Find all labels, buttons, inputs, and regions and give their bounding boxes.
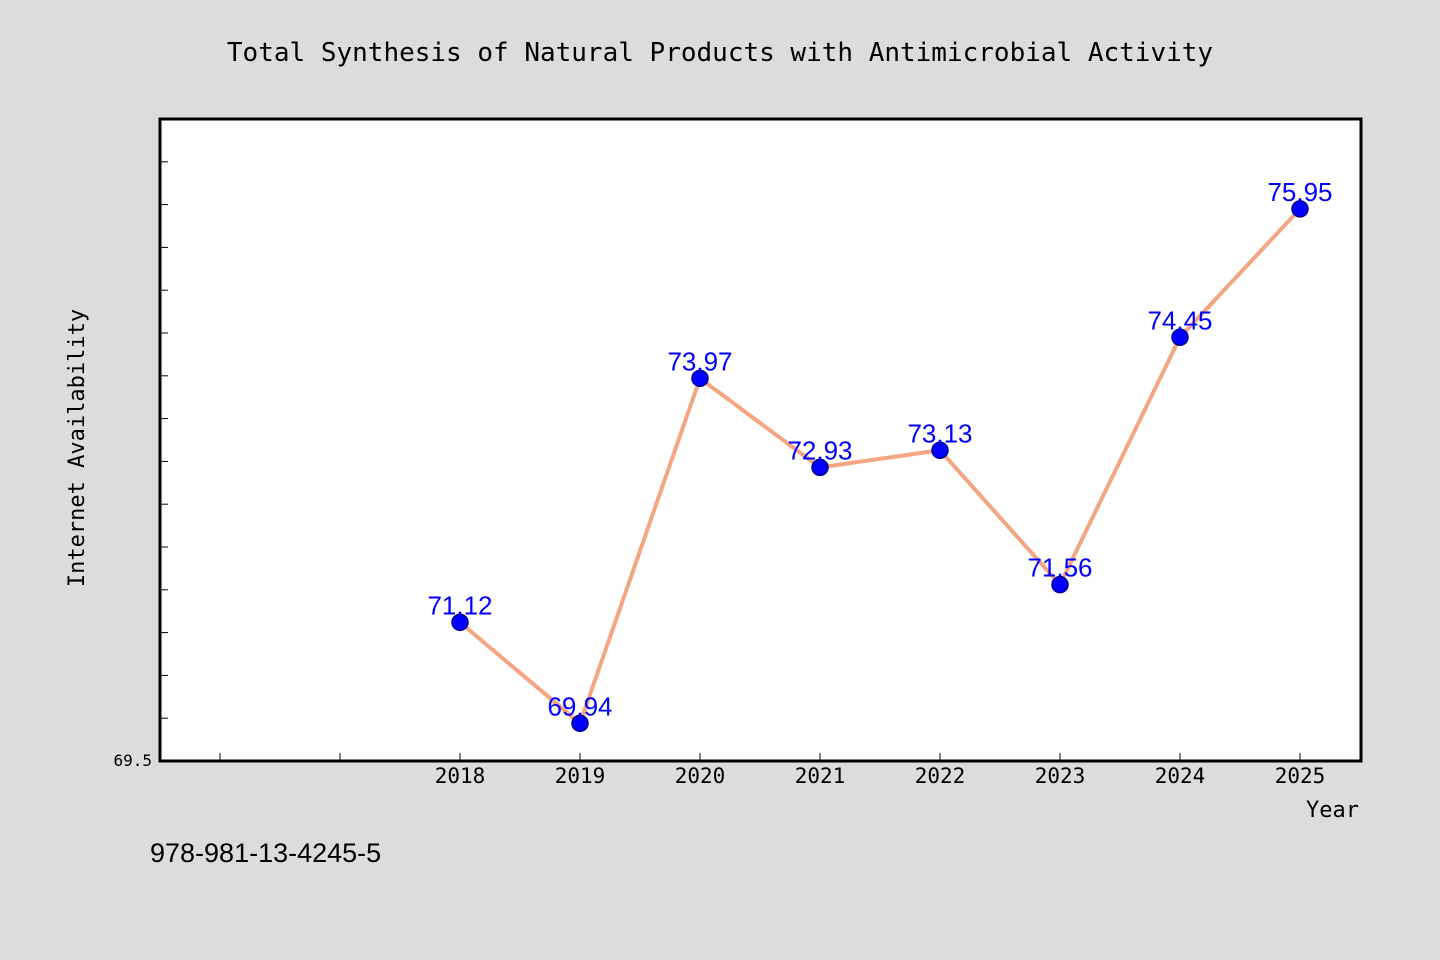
x-axis-label: Year bbox=[1306, 798, 1359, 823]
data-label: 73.13 bbox=[907, 418, 972, 448]
x-tick-label: 2019 bbox=[555, 764, 606, 788]
data-label: 71.56 bbox=[1027, 553, 1092, 583]
x-tick-label: 2018 bbox=[435, 764, 486, 788]
y-tick-label: 69.5 bbox=[113, 751, 152, 770]
data-point bbox=[1291, 200, 1309, 218]
data-label: 71.12 bbox=[427, 590, 492, 620]
x-tick-label: 2022 bbox=[915, 764, 966, 788]
data-point bbox=[1051, 575, 1069, 594]
data-label: 73.97 bbox=[667, 346, 732, 376]
footnote: 978-981-13-4245-5 bbox=[150, 838, 381, 868]
y-axis-ticks bbox=[160, 161, 168, 719]
x-tick-label: 2024 bbox=[1155, 764, 1206, 788]
data-point bbox=[571, 714, 589, 733]
x-tick-label: 2023 bbox=[1035, 764, 1086, 788]
x-axis-tick-labels: 2018 2019 2020 2021 2022 2023 2024 2025 bbox=[435, 764, 1326, 788]
series-markers bbox=[451, 200, 1309, 733]
data-label: 72.93 bbox=[787, 435, 852, 465]
data-labels: 71.12 69.94 73.97 72.93 73.13 71.56 74.45 75.95 bbox=[427, 177, 1332, 721]
series-line bbox=[458, 206, 1302, 726]
x-axis-ticks bbox=[219, 753, 1301, 761]
y-axis-label: Internet Availability bbox=[65, 309, 90, 587]
data-label: 74.45 bbox=[1147, 305, 1212, 335]
data-point bbox=[451, 613, 469, 632]
data-point bbox=[931, 441, 949, 460]
x-tick-label: 2021 bbox=[795, 764, 846, 788]
plot-area bbox=[158, 117, 1363, 763]
data-label: 75.95 bbox=[1267, 177, 1332, 207]
data-label: 69.94 bbox=[547, 691, 612, 721]
x-tick-label: 2020 bbox=[675, 764, 726, 788]
data-point bbox=[811, 458, 829, 477]
x-tick-label: 2025 bbox=[1275, 764, 1326, 788]
data-point bbox=[691, 369, 709, 388]
data-point bbox=[1171, 328, 1189, 347]
chart-title: Total Synthesis of Natural Products with… bbox=[227, 38, 1213, 68]
